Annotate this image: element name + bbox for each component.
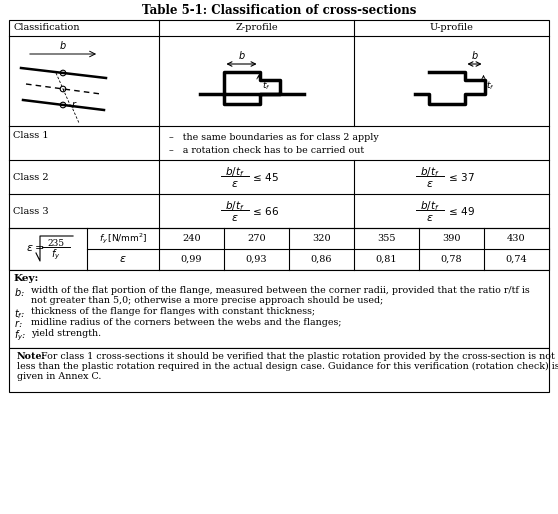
Text: Z-profile: Z-profile xyxy=(235,24,278,32)
Text: $b$:: $b$: xyxy=(14,286,25,298)
Text: Classification: Classification xyxy=(13,24,79,32)
Text: 430: 430 xyxy=(507,234,526,243)
Text: $f_y\,[\mathrm{N/mm^2}]$: $f_y\,[\mathrm{N/mm^2}]$ xyxy=(99,231,147,246)
Text: $\varepsilon$: $\varepsilon$ xyxy=(230,213,238,223)
Text: For class 1 cross-sections it should be verified that the plastic rotation provi: For class 1 cross-sections it should be … xyxy=(41,352,555,361)
Text: Key:: Key: xyxy=(13,274,39,283)
Text: $t_f$: $t_f$ xyxy=(262,80,270,92)
Text: $r$: $r$ xyxy=(71,99,78,109)
Text: $\varepsilon$: $\varepsilon$ xyxy=(119,254,127,265)
Text: $b/t_f$: $b/t_f$ xyxy=(225,199,244,213)
Text: Class 2: Class 2 xyxy=(13,173,49,181)
Text: given in Annex C.: given in Annex C. xyxy=(17,372,102,381)
Text: Note:: Note: xyxy=(17,352,46,361)
Text: $\varepsilon$: $\varepsilon$ xyxy=(426,213,434,223)
Text: width of the flat portion of the flange, measured between the corner radii, prov: width of the flat portion of the flange,… xyxy=(31,286,530,295)
Text: $\varepsilon$: $\varepsilon$ xyxy=(426,179,434,189)
Text: 0,86: 0,86 xyxy=(311,255,332,264)
Text: $t_f$: $t_f$ xyxy=(487,80,495,92)
Text: 0,93: 0,93 xyxy=(246,255,267,264)
Text: 320: 320 xyxy=(312,234,331,243)
Text: midline radius of the corners between the webs and the flanges;: midline radius of the corners between th… xyxy=(31,318,341,327)
Text: $\leq\,45$: $\leq\,45$ xyxy=(251,171,279,183)
Bar xyxy=(9,270,549,348)
Text: –   a rotation check has to be carried out: – a rotation check has to be carried out xyxy=(169,146,364,155)
Text: 270: 270 xyxy=(247,234,266,243)
Bar xyxy=(9,20,549,270)
Text: $r$:: $r$: xyxy=(14,318,23,329)
Text: less than the plastic rotation required in the actual design case. Guidance for : less than the plastic rotation required … xyxy=(17,362,558,371)
Text: not greater than 5,0; otherwise a more precise approach should be used;: not greater than 5,0; otherwise a more p… xyxy=(31,296,383,305)
Text: $f_y$: $f_y$ xyxy=(51,248,61,262)
Text: $\leq\,37$: $\leq\,37$ xyxy=(445,171,474,183)
Text: U-profile: U-profile xyxy=(430,24,473,32)
Text: $b$: $b$ xyxy=(59,39,67,51)
Text: $t_f$:: $t_f$: xyxy=(14,307,25,321)
Text: Class 3: Class 3 xyxy=(13,207,49,215)
Text: $\varepsilon =$: $\varepsilon =$ xyxy=(26,243,44,253)
Text: $\varepsilon$: $\varepsilon$ xyxy=(230,179,238,189)
Text: $\leq\,66$: $\leq\,66$ xyxy=(251,205,280,217)
Text: $b/t_f$: $b/t_f$ xyxy=(225,165,244,179)
Text: thickness of the flange for flanges with constant thickness;: thickness of the flange for flanges with… xyxy=(31,307,315,316)
Text: $f_y$:: $f_y$: xyxy=(14,329,26,343)
Text: 0,81: 0,81 xyxy=(376,255,397,264)
Text: Class 1: Class 1 xyxy=(13,131,49,140)
Bar xyxy=(9,228,549,270)
Text: 240: 240 xyxy=(182,234,201,243)
Text: yield strength.: yield strength. xyxy=(31,329,101,338)
Text: 390: 390 xyxy=(442,234,461,243)
Text: $b/t_f$: $b/t_f$ xyxy=(420,165,439,179)
Text: $\leq\,49$: $\leq\,49$ xyxy=(445,205,474,217)
Text: $b$: $b$ xyxy=(238,49,246,61)
Text: 235: 235 xyxy=(47,238,65,248)
Text: $b$: $b$ xyxy=(470,49,478,61)
Text: 0,78: 0,78 xyxy=(441,255,463,264)
Text: $b/t_f$: $b/t_f$ xyxy=(420,199,439,213)
Text: 0,99: 0,99 xyxy=(181,255,202,264)
Text: 355: 355 xyxy=(377,234,396,243)
Text: –   the same boundaries as for class 2 apply: – the same boundaries as for class 2 app… xyxy=(169,133,379,142)
Bar xyxy=(9,348,549,392)
Text: Table 5-1: Classification of cross-sections: Table 5-1: Classification of cross-secti… xyxy=(142,4,416,17)
Text: 0,74: 0,74 xyxy=(506,255,527,264)
